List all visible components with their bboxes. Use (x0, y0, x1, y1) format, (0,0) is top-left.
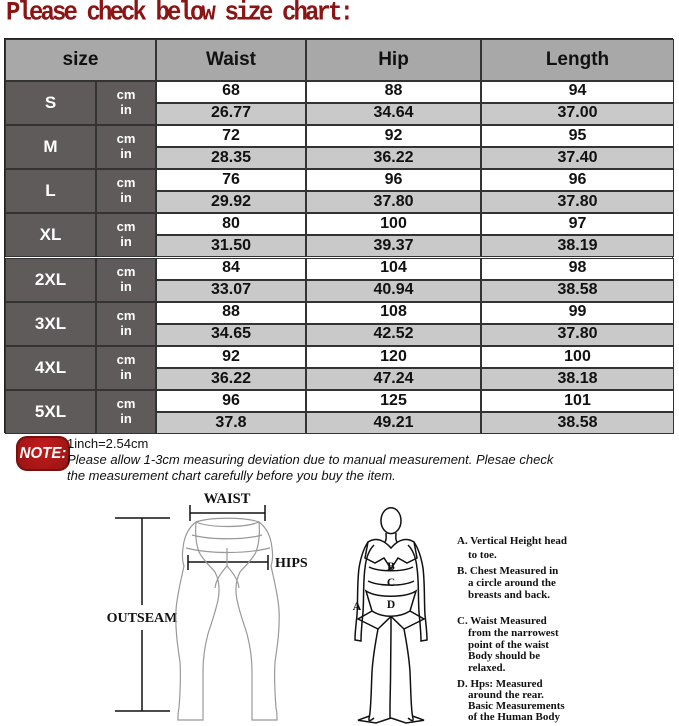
svg-text:D: D (387, 599, 395, 611)
svg-text:B: B (387, 561, 395, 573)
svg-text:a circle around the: a circle around the (468, 577, 556, 589)
svg-text:breasts and back.: breasts and back. (468, 589, 550, 601)
svg-text:A: A (353, 599, 362, 613)
svg-text:HIPS: HIPS (275, 556, 308, 571)
svg-text:WAIST: WAIST (204, 491, 251, 507)
svg-text:from the narrowest: from the narrowest (468, 627, 559, 639)
svg-text:of the Human Body: of the Human Body (468, 711, 560, 723)
svg-text:A. Vertical Height head: A. Vertical Height head (457, 535, 567, 547)
svg-text:relaxed.: relaxed. (468, 662, 506, 674)
svg-text:B. Chest Measured in: B. Chest Measured in (457, 565, 558, 577)
svg-text:C: C (387, 577, 395, 589)
svg-text:to toe.: to toe. (468, 549, 497, 561)
svg-text:OUTSEAM: OUTSEAM (107, 611, 178, 626)
svg-text:Body should be: Body should be (468, 650, 540, 662)
svg-text:C. Waist Measured: C. Waist Measured (457, 615, 547, 627)
